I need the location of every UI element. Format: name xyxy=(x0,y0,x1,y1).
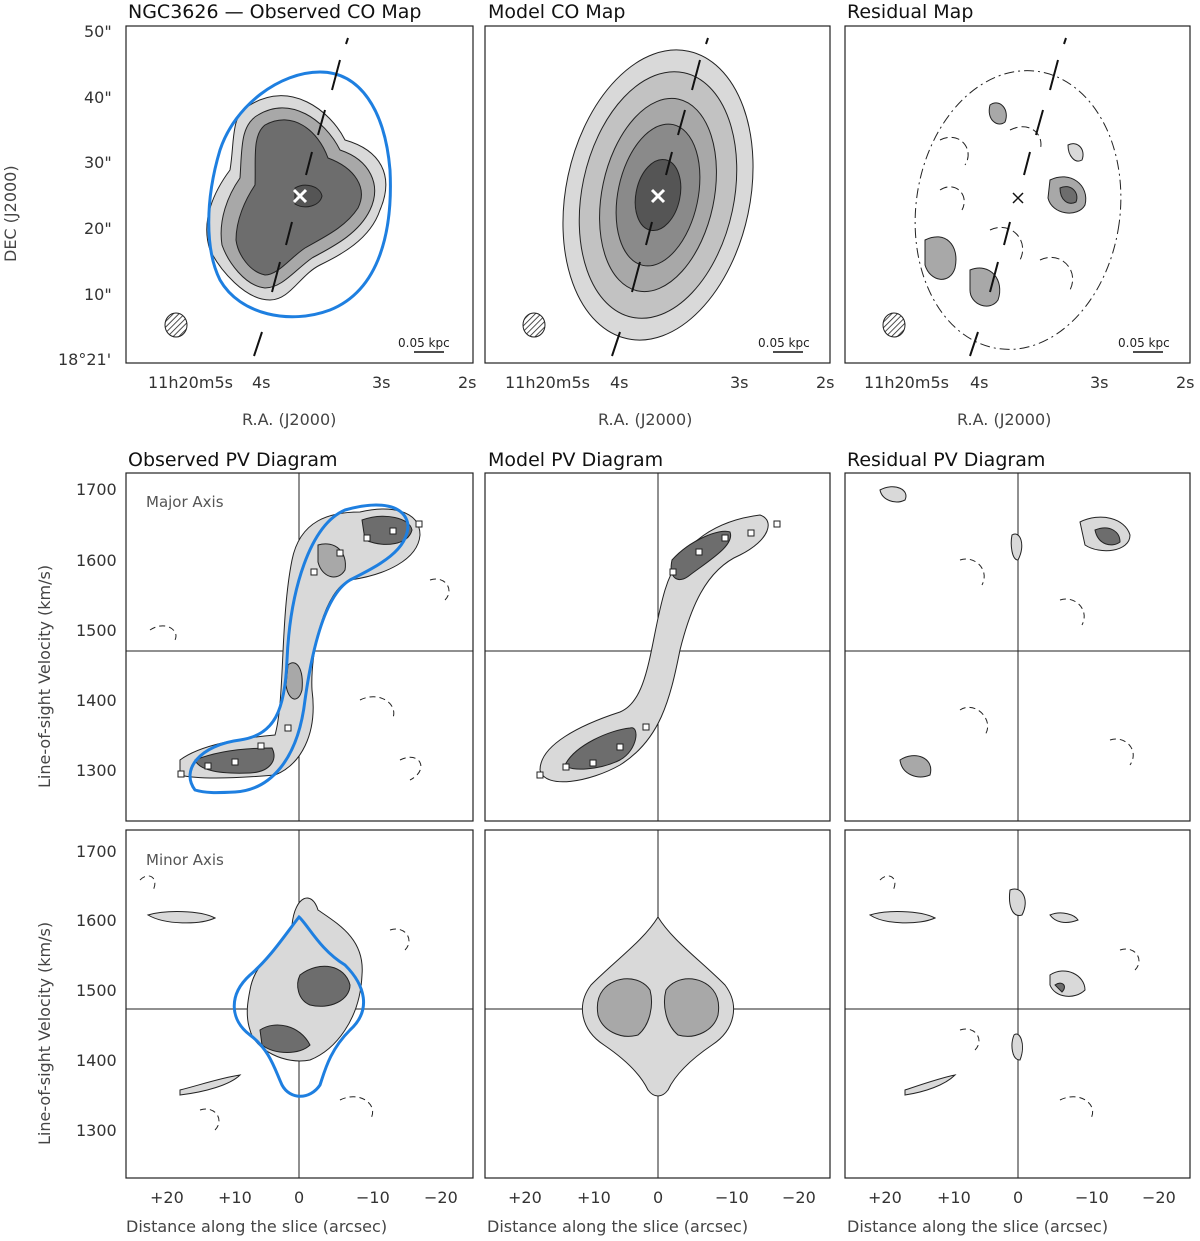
major-vel-tick-1500: 1500 xyxy=(76,621,117,640)
obs-dist-tick-p10: +10 xyxy=(218,1188,252,1207)
obs-dist-tick-0: 0 xyxy=(294,1188,304,1207)
major-vel-tick-1300: 1300 xyxy=(76,761,117,780)
obs-ra-tick-5s: 11h20m5s xyxy=(148,373,233,392)
obs-pv-xlabel: Distance along the slice (arcsec) xyxy=(126,1217,387,1236)
resid-map-major-axis-line xyxy=(969,37,1067,357)
obs-pv-minor-model-outline xyxy=(232,914,366,1098)
resid-ra-tick-5s: 11h20m5s xyxy=(864,373,949,392)
resid-dist-tick-p20: +20 xyxy=(868,1188,902,1207)
major-vel-tick-1400: 1400 xyxy=(76,691,117,710)
obs-dist-tick-m20: −20 xyxy=(424,1188,458,1207)
resid-pv-xlabel: Distance along the slice (arcsec) xyxy=(847,1217,1108,1236)
model-map-center-marker xyxy=(650,188,666,204)
model-pv-title: Model PV Diagram xyxy=(488,449,663,471)
resid-map-contours xyxy=(914,70,1122,350)
obs-map-frame xyxy=(125,25,474,364)
dec-tick-20: 20" xyxy=(84,219,112,238)
resid-map-title: Residual Map xyxy=(847,1,973,23)
obs-pv-major-noise xyxy=(149,578,450,781)
model-dist-tick-0: 0 xyxy=(653,1188,663,1207)
obs-map-major-axis-line xyxy=(253,37,349,357)
obs-pv-major-peaks xyxy=(177,520,423,778)
model-ra-tick-5s: 11h20m5s xyxy=(505,373,590,392)
obs-pv-minor-contours xyxy=(139,875,410,1131)
minor-axis-label: Minor Axis xyxy=(146,851,224,869)
resid-ra-tick-4s: 4s xyxy=(970,373,989,392)
obs-dist-tick-m10: −10 xyxy=(356,1188,390,1207)
obs-ra-tick-4s: 4s xyxy=(252,373,271,392)
model-dist-tick-m20: −20 xyxy=(782,1188,816,1207)
resid-map-beam xyxy=(882,312,906,338)
obs-pv-title: Observed PV Diagram xyxy=(128,449,338,471)
obs-pv-major-contours xyxy=(179,508,421,779)
model-map-frame xyxy=(484,25,831,364)
model-ra-tick-2s: 2s xyxy=(816,373,835,392)
model-map-beam xyxy=(522,312,546,338)
resid-ra-tick-2s: 2s xyxy=(1176,373,1195,392)
model-pv-minor-contours xyxy=(582,916,734,1097)
resid-dist-tick-m10: −10 xyxy=(1075,1188,1109,1207)
obs-ra-tick-3s: 3s xyxy=(372,373,391,392)
obs-map-beam xyxy=(164,312,188,338)
obs-map-scalebar-label: 0.05 kpc xyxy=(398,336,450,350)
dec-tick-30: 30" xyxy=(84,153,112,172)
minor-vel-tick-1400: 1400 xyxy=(76,1051,117,1070)
dec-tick-40: 40" xyxy=(84,88,112,107)
model-pv-xlabel: Distance along the slice (arcsec) xyxy=(487,1217,748,1236)
pv-major-ylabel: Line-of-sight Velocity (km/s) xyxy=(35,565,54,788)
model-ra-tick-4s: 4s xyxy=(610,373,629,392)
model-map-title: Model CO Map xyxy=(488,1,625,23)
obs-map-xlabel: R.A. (J2000) xyxy=(242,410,336,429)
obs-map-title: NGC3626 — Observed CO Map xyxy=(128,1,421,23)
minor-vel-tick-1600: 1600 xyxy=(76,911,117,930)
resid-pv-major-contours xyxy=(879,486,1134,778)
pv-minor-ylabel: Line-of-sight Velocity (km/s) xyxy=(35,922,54,1145)
model-pv-major-contours xyxy=(539,514,769,783)
resid-map-scalebar-label: 0.05 kpc xyxy=(1118,336,1170,350)
obs-dist-tick-p20: +20 xyxy=(150,1188,184,1207)
model-ra-tick-3s: 3s xyxy=(730,373,749,392)
model-pv-major-peaks xyxy=(536,520,781,779)
minor-vel-tick-1300: 1300 xyxy=(76,1121,117,1140)
model-dist-tick-p10: +10 xyxy=(577,1188,611,1207)
minor-vel-tick-1700: 1700 xyxy=(76,842,117,861)
resid-dist-tick-p10: +10 xyxy=(937,1188,971,1207)
obs-map-center-marker xyxy=(292,188,308,204)
resid-map-center-marker xyxy=(1012,192,1024,204)
obs-ra-tick-2s: 2s xyxy=(458,373,477,392)
minor-vel-tick-1500: 1500 xyxy=(76,981,117,1000)
model-dist-tick-p20: +20 xyxy=(508,1188,542,1207)
dec-tick-50: 50" xyxy=(84,22,112,41)
major-axis-label: Major Axis xyxy=(146,493,224,511)
obs-map-model-outline xyxy=(207,70,392,319)
model-map-major-axis-line xyxy=(611,37,709,357)
model-map-xlabel: R.A. (J2000) xyxy=(598,410,692,429)
resid-ra-tick-3s: 3s xyxy=(1090,373,1109,392)
model-map-scalebar-label: 0.05 kpc xyxy=(758,336,810,350)
major-vel-tick-1700: 1700 xyxy=(76,480,117,499)
map-ylabel: DEC (J2000) xyxy=(1,165,20,262)
resid-dist-tick-m20: −20 xyxy=(1142,1188,1176,1207)
obs-pv-major-model-outline xyxy=(188,503,410,795)
model-dist-tick-m10: −10 xyxy=(715,1188,749,1207)
major-vel-tick-1600: 1600 xyxy=(76,551,117,570)
resid-pv-title: Residual PV Diagram xyxy=(847,449,1045,471)
resid-pv-minor-contours xyxy=(868,875,1140,1121)
dec-origin-tick: 18°21' xyxy=(58,350,111,369)
resid-map-frame xyxy=(844,25,1191,364)
resid-map-xlabel: R.A. (J2000) xyxy=(957,410,1051,429)
resid-dist-tick-0: 0 xyxy=(1013,1188,1023,1207)
dec-tick-10: 10" xyxy=(84,285,112,304)
